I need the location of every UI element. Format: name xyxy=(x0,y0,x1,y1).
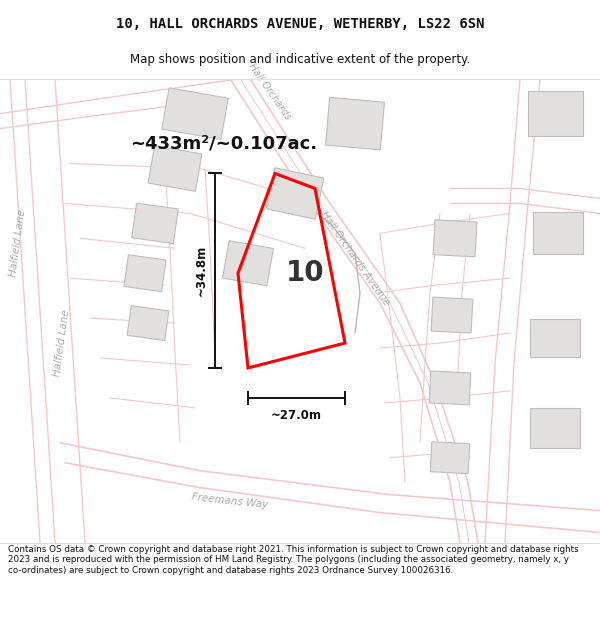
Polygon shape xyxy=(124,255,166,292)
Polygon shape xyxy=(430,442,470,474)
Text: Halfield Lane: Halfield Lane xyxy=(8,209,28,278)
Polygon shape xyxy=(527,91,583,136)
Polygon shape xyxy=(533,213,583,254)
Text: Contains OS data © Crown copyright and database right 2021. This information is : Contains OS data © Crown copyright and d… xyxy=(8,545,578,575)
Polygon shape xyxy=(223,241,274,286)
Polygon shape xyxy=(431,297,473,333)
Text: ~34.8m: ~34.8m xyxy=(194,245,208,296)
Text: Freemans Way: Freemans Way xyxy=(191,492,269,509)
Polygon shape xyxy=(148,146,202,191)
Polygon shape xyxy=(530,319,580,357)
Text: Hall Orchards: Hall Orchards xyxy=(247,62,293,122)
Polygon shape xyxy=(530,408,580,447)
Text: Halfield Lane: Halfield Lane xyxy=(52,309,71,378)
Text: 10, HALL ORCHARDS AVENUE, WETHERBY, LS22 6SN: 10, HALL ORCHARDS AVENUE, WETHERBY, LS22… xyxy=(116,17,484,31)
Polygon shape xyxy=(162,88,228,139)
Polygon shape xyxy=(127,306,169,341)
Polygon shape xyxy=(433,220,477,257)
Polygon shape xyxy=(326,98,385,150)
Polygon shape xyxy=(132,203,178,244)
Text: Map shows position and indicative extent of the property.: Map shows position and indicative extent… xyxy=(130,52,470,66)
Polygon shape xyxy=(266,168,324,219)
Text: ~433m²/~0.107ac.: ~433m²/~0.107ac. xyxy=(130,134,317,152)
Text: 10: 10 xyxy=(286,259,325,288)
Polygon shape xyxy=(429,371,471,405)
Text: Hall Orchards Avenue: Hall Orchards Avenue xyxy=(319,209,392,308)
Text: ~27.0m: ~27.0m xyxy=(271,409,322,422)
